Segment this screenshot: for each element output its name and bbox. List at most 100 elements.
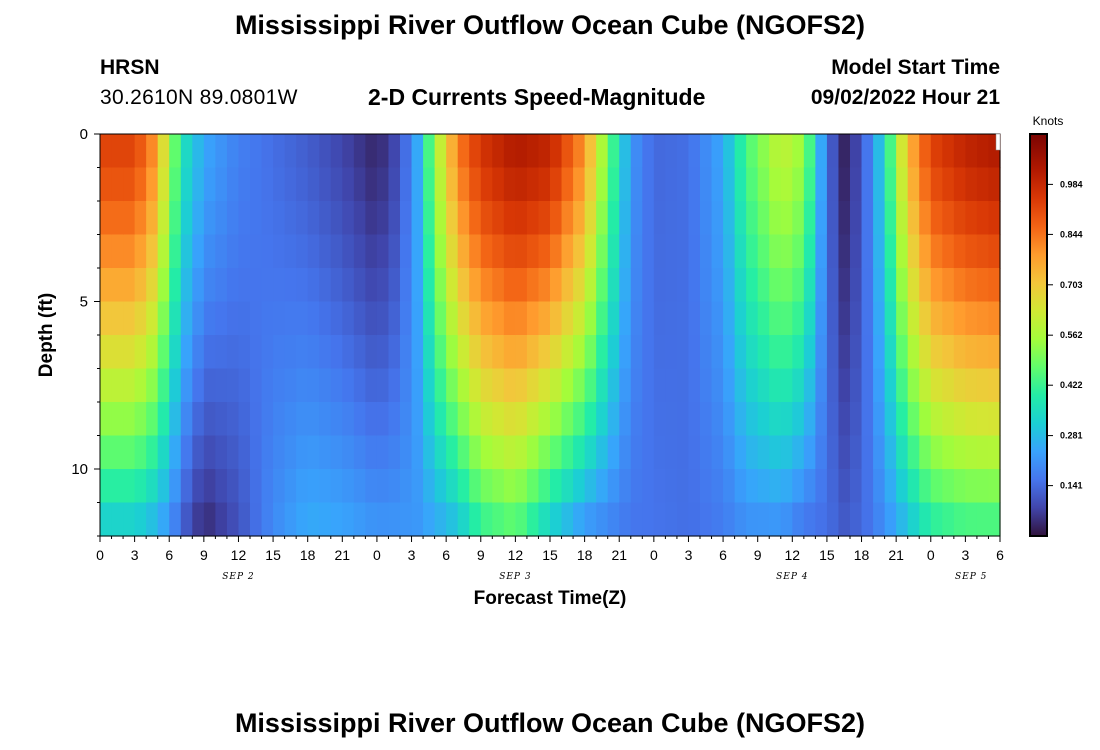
heat-cell: [411, 435, 424, 470]
heat-cell: [873, 368, 886, 403]
heat-cell: [653, 502, 666, 537]
heat-cell: [123, 268, 136, 303]
heat-cell: [284, 201, 297, 236]
heat-cell: [226, 234, 240, 269]
heat-cell: [723, 268, 736, 303]
heat-cell: [803, 435, 816, 470]
x-tick-label: 3: [131, 547, 139, 563]
heat-cell: [226, 335, 240, 370]
heat-cell: [284, 335, 297, 370]
x-tick-label: 18: [300, 547, 316, 563]
heat-cell: [157, 167, 170, 202]
heat-cell: [446, 234, 459, 269]
heat-cell: [100, 402, 113, 437]
heat-cell: [434, 335, 447, 370]
heat-cell: [907, 301, 920, 336]
heat-cell: [457, 335, 470, 370]
heat-cell: [838, 234, 851, 269]
heat-cell: [700, 502, 713, 537]
heat-cell: [919, 301, 932, 336]
heat-cell: [746, 469, 759, 504]
heat-cell: [757, 268, 770, 303]
heat-cell: [492, 435, 505, 470]
heat-cell: [907, 335, 920, 370]
x-tick-label: 0: [927, 547, 935, 563]
heat-cell: [769, 268, 782, 303]
heat-cell: [307, 502, 320, 537]
heat-cell: [284, 167, 297, 202]
heat-cell: [330, 234, 343, 269]
heat-cell: [423, 201, 436, 236]
colorbar-gradient: [1029, 133, 1048, 537]
heat-cell: [584, 335, 597, 370]
heat-cell: [792, 335, 805, 370]
heat-cell: [953, 435, 966, 470]
heat-cell: [953, 368, 966, 403]
heat-cell: [550, 502, 563, 537]
heat-cell: [284, 368, 297, 403]
heat-cell: [226, 502, 240, 537]
heat-cell: [273, 502, 286, 537]
heat-cell: [203, 268, 216, 303]
heat-cell: [965, 167, 978, 202]
heat-cell: [596, 368, 609, 403]
heat-cell: [180, 201, 193, 236]
heat-cell: [561, 469, 574, 504]
heat-cell: [942, 268, 955, 303]
heat-cell: [850, 502, 863, 537]
heat-cell: [157, 402, 170, 437]
heat-cell: [100, 301, 113, 336]
heat-cell: [803, 134, 816, 169]
heat-cell: [734, 402, 747, 437]
heat-cell: [319, 368, 332, 403]
heat-cell: [319, 402, 332, 437]
heat-cell: [965, 134, 978, 169]
heat-cell: [734, 301, 747, 336]
heat-cell: [596, 435, 609, 470]
heat-cell: [538, 335, 551, 370]
heat-cell: [826, 368, 840, 403]
heat-cell: [642, 335, 655, 370]
heat-cell: [803, 301, 816, 336]
heat-cell: [307, 134, 320, 169]
heat-cell: [896, 167, 909, 202]
y-axis-label: Depth (ft): [36, 293, 57, 377]
heat-cell: [157, 234, 170, 269]
heat-cell: [157, 335, 170, 370]
x-tick-label: 12: [785, 547, 801, 563]
heat-cell: [873, 268, 886, 303]
heat-cell: [550, 167, 563, 202]
heat-cell: [446, 469, 459, 504]
x-tick-label: 3: [961, 547, 969, 563]
heat-cell: [180, 368, 193, 403]
heat-cell: [123, 402, 136, 437]
heat-cell: [919, 134, 932, 169]
heat-cell: [988, 469, 1001, 504]
heat-cell: [573, 502, 586, 537]
heat-cell: [492, 301, 505, 336]
heat-cell: [792, 402, 805, 437]
heat-cell: [457, 469, 470, 504]
heat-cell: [573, 335, 586, 370]
heat-cell: [896, 502, 909, 537]
x-tick-label: 0: [96, 547, 104, 563]
colorbar-tick-label: 0.984: [1060, 179, 1083, 189]
heat-cell: [850, 134, 863, 169]
heat-cell: [538, 201, 551, 236]
heat-cell: [469, 502, 482, 537]
heat-cell: [376, 201, 390, 236]
heat-cell: [942, 435, 955, 470]
heat-cell: [215, 134, 228, 169]
heat-cell: [157, 301, 170, 336]
heat-cell: [630, 435, 643, 470]
heat-cell: [400, 435, 413, 470]
y-tick-label: 5: [80, 294, 88, 311]
heat-cell: [400, 167, 413, 202]
heat-cell: [342, 268, 355, 303]
x-tick-label: 15: [819, 547, 835, 563]
heat-cell: [526, 335, 540, 370]
heat-cell: [250, 469, 263, 504]
heat-cell: [480, 402, 493, 437]
heat-cell: [434, 134, 447, 169]
heat-cell: [296, 502, 309, 537]
